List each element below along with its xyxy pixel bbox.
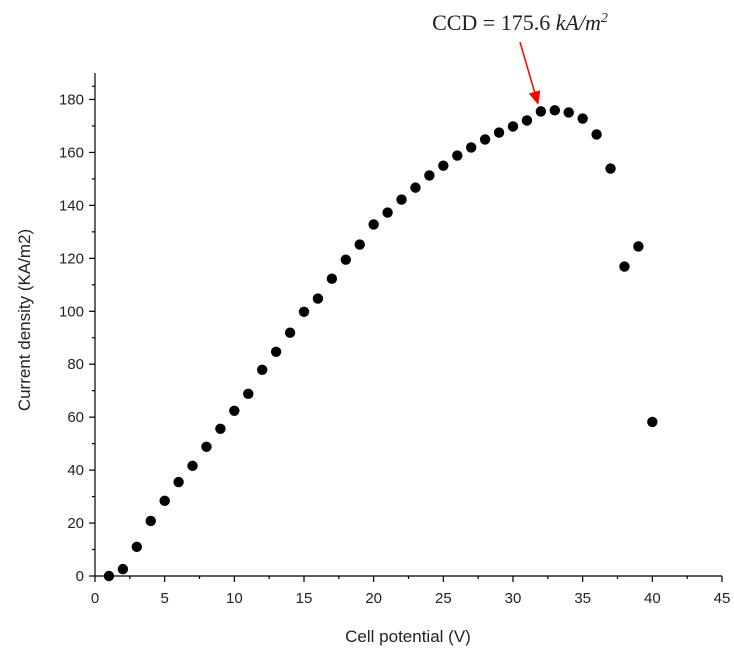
point: [340, 254, 351, 265]
x-tick-label: 25: [435, 590, 452, 607]
point: [382, 207, 393, 218]
x-tick-label: 45: [714, 590, 731, 607]
x-tick-label: 15: [296, 590, 313, 607]
point: [438, 160, 449, 171]
point: [354, 239, 365, 250]
point: [312, 293, 324, 304]
x-axis-title: Cell potential (V): [345, 627, 471, 646]
y-tick-label: 60: [67, 409, 84, 426]
point: [215, 423, 226, 435]
point: [577, 113, 588, 124]
point: [243, 388, 254, 400]
x-tick-label: 40: [644, 590, 661, 607]
point: [410, 182, 421, 193]
point: [619, 261, 630, 272]
annotation-unit: kA/m: [556, 10, 601, 35]
point: [159, 495, 170, 507]
point: [131, 541, 142, 553]
point: [424, 170, 435, 181]
point: [229, 405, 240, 417]
point: [257, 364, 268, 375]
point: [368, 219, 379, 230]
point: [117, 563, 129, 575]
point: [633, 241, 644, 252]
y-tick-label: 180: [59, 91, 84, 108]
annotation: CCD = 175.6 kA/m2: [432, 10, 608, 35]
point: [493, 127, 505, 138]
point: [466, 142, 477, 153]
point: [452, 150, 463, 161]
y-tick-label: 80: [67, 356, 84, 373]
point: [201, 441, 212, 453]
point: [605, 163, 616, 174]
point: [326, 273, 338, 284]
y-tick-label: 140: [59, 197, 84, 214]
point: [396, 194, 407, 205]
point: [103, 570, 115, 582]
point: [187, 460, 198, 472]
point: [479, 134, 491, 145]
annotation-text: CCD = 175.6: [432, 10, 550, 35]
point: [535, 106, 547, 117]
point: [563, 107, 574, 118]
point: [298, 306, 310, 317]
point: [549, 105, 560, 116]
x-tick-label: 20: [365, 590, 382, 607]
x-tick-label: 10: [226, 590, 243, 607]
point: [173, 476, 184, 488]
point: [270, 346, 282, 357]
x-tick-label: 0: [91, 590, 99, 607]
y-tick-label: 0: [76, 568, 84, 585]
y-axis-title: Current density (KA/m2): [15, 229, 34, 411]
y-tick-label: 40: [67, 462, 84, 479]
point: [521, 115, 533, 126]
y-tick-label: 160: [59, 144, 84, 161]
x-tick-label: 35: [574, 590, 591, 607]
point: [647, 416, 658, 428]
point: [507, 121, 519, 132]
point: [284, 327, 296, 338]
y-tick-label: 100: [59, 303, 84, 320]
x-tick-label: 30: [505, 590, 522, 607]
point: [591, 129, 602, 140]
x-tick-label: 5: [160, 590, 168, 607]
y-tick-label: 20: [67, 515, 84, 532]
annotation-arrow: [519, 41, 541, 105]
point: [145, 515, 156, 527]
annotation-power: 2: [601, 11, 608, 26]
y-tick-label: 120: [59, 250, 84, 267]
